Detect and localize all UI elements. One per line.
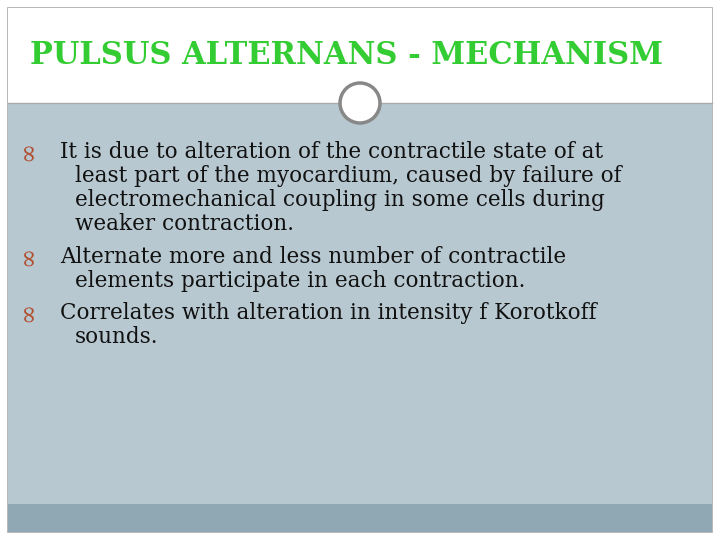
Text: PULSUS ALTERNANS - MECHANISM: PULSUS ALTERNANS - MECHANISM	[30, 40, 663, 71]
Text: Correlates with alteration in intensity f Korotkoff: Correlates with alteration in intensity …	[60, 302, 597, 324]
Text: sounds.: sounds.	[75, 326, 158, 348]
Text: ∞: ∞	[17, 246, 40, 266]
Text: It is due to alteration of the contractile state of at: It is due to alteration of the contracti…	[60, 141, 603, 163]
Bar	[8, 103, 712, 504]
Circle shape	[340, 83, 380, 123]
Text: ∞: ∞	[17, 141, 40, 161]
Text: ∞: ∞	[17, 302, 40, 322]
Text: elements participate in each contraction.: elements participate in each contraction…	[75, 269, 526, 292]
Text: Alternate more and less number of contractile: Alternate more and less number of contra…	[60, 246, 566, 267]
Text: least part of the myocardium, caused by failure of: least part of the myocardium, caused by …	[75, 165, 621, 187]
Bar	[8, 504, 712, 532]
Text: weaker contraction.: weaker contraction.	[75, 213, 294, 235]
Text: electromechanical coupling in some cells during: electromechanical coupling in some cells…	[75, 189, 605, 211]
Bar	[8, 8, 712, 103]
